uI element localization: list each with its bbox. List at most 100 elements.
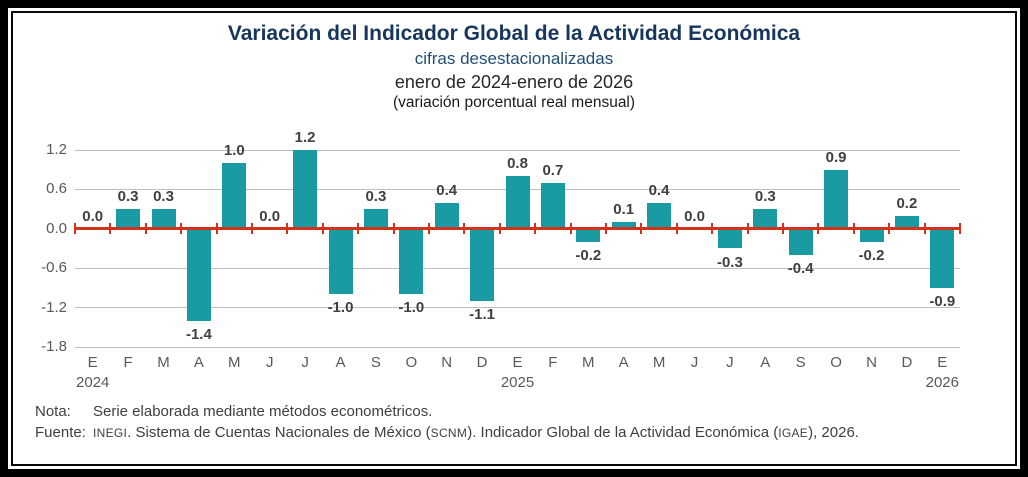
value-label: -0.2: [575, 246, 602, 264]
fuente-segment: ), 2026.: [808, 424, 859, 441]
x-tick-label: A: [760, 354, 771, 371]
zero-line-tick: [746, 223, 749, 235]
bar: [647, 202, 672, 229]
fuente-segment: ). Indicador Global de la Actividad Econ…: [467, 424, 779, 441]
x-tick-label: D: [476, 354, 488, 371]
nota-text: Serie elaborada mediante métodos economé…: [93, 403, 433, 420]
value-label: 0.7: [542, 161, 564, 179]
x-tick-label: O: [830, 354, 842, 371]
plot-area: 1.2 0.6 0.0 -0.6 -1.2 -1.8 0.0 0.3 0.3 -1.4 1.0 0.0…: [41, 129, 961, 391]
bar: [151, 209, 176, 229]
value-label: 0.0: [684, 207, 705, 225]
value-label: 0.3: [365, 188, 387, 206]
zero-line-tick: [74, 223, 76, 235]
value-label: 0.9: [825, 148, 847, 166]
zero-line-tick: [498, 223, 501, 235]
y-tick-label: -1.2: [41, 298, 67, 316]
x-tick-label: M: [228, 354, 241, 371]
value-label: -0.4: [787, 260, 814, 278]
frame-gap: Variación del Indicador Global de la Act…: [8, 8, 1020, 469]
x-tick-label: J: [301, 354, 309, 371]
fuente-acronym: INEGI: [93, 426, 128, 440]
zero-line-tick: [640, 223, 643, 235]
x-tick-label: A: [335, 354, 346, 371]
x-tick-label: J: [265, 354, 274, 371]
zero-line-tick: [534, 223, 537, 235]
x-tick-label: F: [123, 354, 133, 371]
chart-title: Variación del Indicador Global de la Act…: [227, 22, 801, 45]
x-tick-label: A: [193, 354, 204, 371]
bar: [293, 150, 318, 229]
bar: [505, 176, 530, 229]
x-tick-label: S: [795, 354, 806, 371]
bar: [611, 222, 636, 229]
zero-line-tick: [251, 223, 253, 235]
x-tick-label: O: [405, 354, 418, 371]
fuente-acronym: SCNM: [430, 426, 468, 440]
gridline: [75, 346, 960, 348]
y-tick-label: 0.0: [46, 219, 67, 237]
x-tick-label: J: [690, 354, 699, 371]
chart-subtitle: cifras desestacionalizadas: [414, 49, 614, 69]
chart-header: Variación del Indicador Global de la Act…: [13, 22, 1015, 112]
notes-block: Nota: Serie elaborada mediante métodos e…: [35, 401, 859, 444]
value-label: 0.3: [153, 188, 174, 206]
value-label: -0.3: [716, 253, 743, 271]
y-tick-label: 1.2: [46, 141, 67, 158]
bar: [859, 228, 884, 242]
fuente-acronym: IGAE: [778, 426, 809, 440]
zero-line-tick: [605, 223, 607, 235]
bar: [930, 228, 955, 288]
zero-line-tick: [286, 223, 289, 235]
bar: [540, 182, 565, 229]
value-label: -1.4: [185, 325, 212, 343]
x-tick-label: F: [548, 354, 558, 371]
note-row-nota: Nota: Serie elaborada mediante métodos e…: [35, 401, 859, 422]
bar: [894, 215, 919, 229]
x-tick-label: M: [582, 354, 595, 371]
bar: [576, 228, 601, 242]
x-tick-label: M: [157, 354, 170, 371]
bar: [399, 228, 424, 295]
value-label: -1.0: [398, 299, 425, 317]
chart-period: enero de 2024-enero de 2026: [394, 71, 634, 92]
value-label: -1.0: [327, 299, 354, 317]
value-label: 0.3: [117, 188, 139, 206]
value-label: 0.4: [648, 181, 670, 199]
zero-line-tick: [888, 223, 891, 235]
x-tick-label: M: [652, 354, 666, 371]
fuente-label: Fuente:: [35, 424, 86, 441]
y-tick-label: 0.6: [46, 180, 67, 198]
x-tick-label: A: [618, 354, 629, 371]
y-tick-label: -1.8: [41, 338, 67, 355]
x-tick-label: D: [901, 354, 913, 371]
year-label: 2026: [925, 374, 959, 391]
zero-line-tick: [109, 223, 112, 235]
zero-line-tick: [923, 223, 926, 235]
note-row-fuente: Fuente: INEGI. Sistema de Cuentas Nacion…: [35, 422, 859, 444]
zero-line-tick: [711, 223, 714, 235]
fuente-segment: . Sistema de Cuentas Nacionales de Méxic…: [127, 424, 431, 441]
bar: [788, 228, 813, 256]
zero-line-tick: [180, 223, 183, 235]
bar: [363, 209, 388, 229]
gridline: [75, 267, 960, 269]
zero-line-tick: [782, 223, 784, 235]
x-tick-label: N: [866, 354, 877, 371]
x-tick-label: E: [512, 354, 523, 371]
chart-unit-note: (variación porcentual real mensual): [392, 94, 636, 112]
value-label: 0.3: [754, 188, 776, 206]
nota-label: Nota:: [35, 403, 71, 420]
bar: [824, 169, 849, 229]
value-label: 1.0: [223, 142, 245, 160]
value-label: -0.9: [929, 292, 956, 310]
value-label: 0.0: [259, 207, 281, 225]
zero-line-tick: [852, 223, 855, 235]
zero-line-tick: [463, 223, 466, 235]
value-label: 0.8: [507, 155, 528, 173]
zero-line-tick: [569, 223, 572, 235]
year-label: 2025: [500, 374, 535, 391]
zero-line-tick: [392, 223, 395, 235]
x-tick-label: J: [726, 354, 734, 371]
x-tick-label: E: [937, 354, 948, 371]
